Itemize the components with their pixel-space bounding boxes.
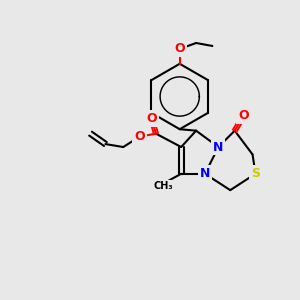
Text: O: O [238,109,249,122]
Text: O: O [146,112,157,125]
Text: O: O [174,42,185,56]
Text: N: N [213,140,224,154]
Text: S: S [251,167,260,180]
Text: N: N [200,167,210,180]
Text: CH₃: CH₃ [154,181,173,191]
Text: O: O [134,130,145,143]
